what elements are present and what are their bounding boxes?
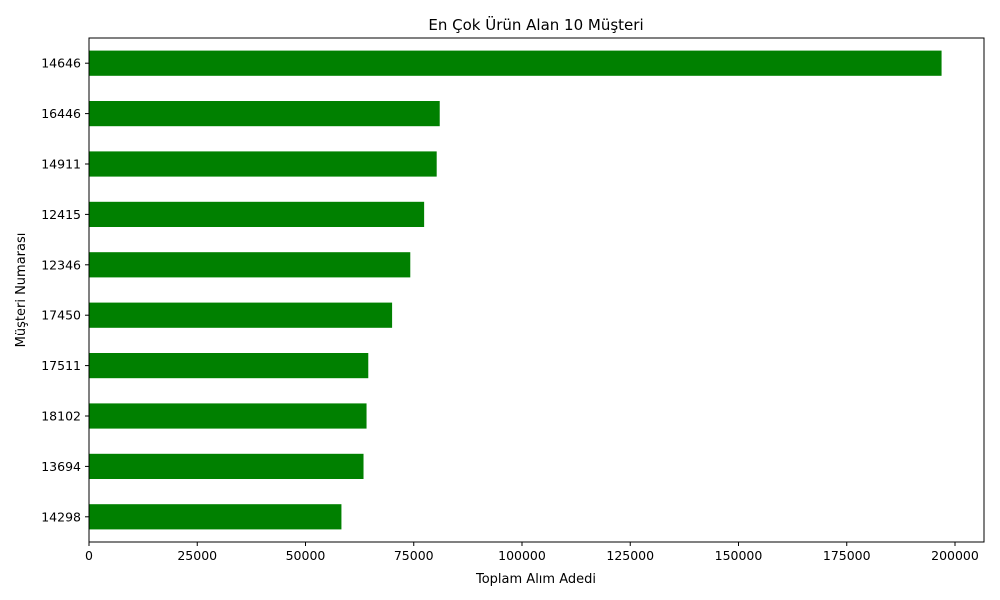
chart-title: En Çok Ürün Alan 10 Müşteri: [428, 15, 643, 34]
x-tick-label: 125000: [606, 548, 654, 563]
x-tick-label: 25000: [177, 548, 217, 563]
bars-layer: [89, 50, 942, 530]
bar-14911: [89, 151, 437, 177]
x-tick-label: 100000: [498, 548, 546, 563]
bar-16446: [89, 101, 440, 127]
y-tick-label: 14646: [41, 56, 81, 71]
y-tick-label: 13694: [41, 459, 81, 474]
bar-12346: [89, 252, 411, 278]
bar-17511: [89, 353, 369, 379]
ticks-layer: 14646 16446 14911 12415 12346 17450 17511 18102…: [41, 56, 979, 563]
plot-frame: [88, 37, 985, 543]
bar-14646: [89, 50, 942, 76]
y-axis-title: Müşteri Numarası: [14, 233, 29, 348]
x-tick-label: 0: [85, 548, 93, 563]
y-tick-label: 17511: [41, 358, 81, 373]
x-tick-label: 50000: [286, 548, 326, 563]
bar-13694: [89, 453, 364, 479]
x-tick-label: 150000: [715, 548, 763, 563]
y-tick-label: 17450: [41, 308, 81, 323]
bar-18102: [89, 403, 367, 429]
x-tick-label: 175000: [823, 548, 871, 563]
bar-14298: [89, 504, 342, 530]
y-tick-label: 14911: [41, 157, 81, 172]
x-tick-label: 75000: [394, 548, 434, 563]
y-tick-label: 12415: [41, 207, 81, 222]
bar-12415: [89, 201, 425, 227]
y-tick-label: 18102: [41, 409, 81, 424]
y-tick-label: 16446: [41, 106, 81, 121]
x-axis-title: Toplam Alım Adedi: [475, 572, 596, 587]
y-tick-label: 14298: [41, 509, 81, 524]
bar-17450: [89, 302, 393, 328]
x-tick-label: 200000: [931, 548, 979, 563]
y-tick-label: 12346: [41, 257, 81, 272]
